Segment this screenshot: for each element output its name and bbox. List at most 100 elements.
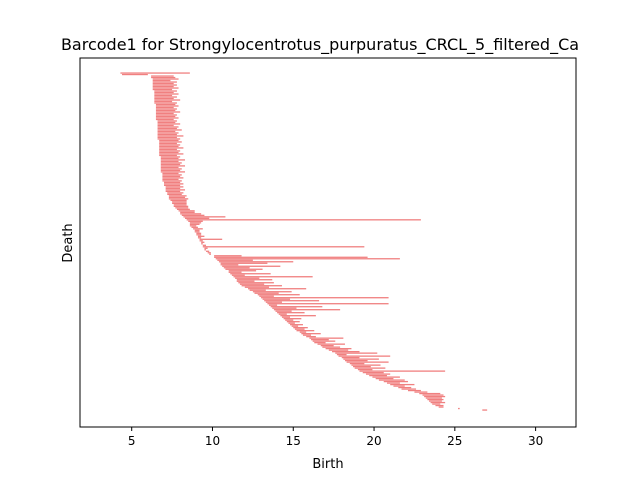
- barcode-bar: [201, 241, 205, 243]
- barcode-bar: [269, 304, 278, 306]
- barcode-bar: [157, 133, 177, 136]
- y-axis-label: Death: [61, 223, 76, 262]
- barcode-bar: [155, 106, 174, 109]
- barcode-bar: [482, 409, 488, 411]
- barcode-bar: [160, 157, 179, 160]
- barcode-bar: [301, 333, 321, 335]
- plot-area: [80, 58, 576, 427]
- barcode-bar: [170, 199, 187, 202]
- barcode-bar: [260, 297, 389, 299]
- barcode-bar: [254, 292, 279, 294]
- barcode-bar: [252, 291, 292, 293]
- barcode-bar: [196, 234, 202, 236]
- barcode-bar: [164, 184, 181, 187]
- barcode-bar: [180, 213, 202, 215]
- barcode-bar: [264, 300, 320, 302]
- barcode-bar: [306, 336, 316, 338]
- barcode-bar: [154, 102, 177, 104]
- barcode-bar: [160, 163, 181, 166]
- barcode-bar: [152, 85, 174, 88]
- barcode-bar: [159, 147, 184, 149]
- barcode-bar: [286, 321, 300, 323]
- barcode-bar: [277, 312, 305, 314]
- barcode-bar: [338, 355, 391, 357]
- barcode-bar: [357, 368, 373, 371]
- barcode-bar: [311, 339, 329, 341]
- barcode-bar: [194, 229, 200, 231]
- barcode-bar: [422, 394, 444, 396]
- barcode-bar: [152, 79, 171, 82]
- barcode-bar: [427, 398, 444, 401]
- barcode-bar: [154, 99, 181, 101]
- barcode-bar: [157, 121, 176, 124]
- barcode-bar: [204, 247, 208, 249]
- barcode-bar: [155, 105, 179, 107]
- barcode-bar: [157, 124, 174, 127]
- barcode-bar: [154, 97, 174, 100]
- barcode-bar: [189, 222, 202, 224]
- barcode-bar: [369, 374, 387, 377]
- barcode-bar: [168, 196, 186, 199]
- barcode-bar: [346, 361, 389, 363]
- barcode-bar: [236, 279, 273, 281]
- barcode-bar: [157, 136, 177, 139]
- barcode-bar: [154, 93, 179, 95]
- barcode-bar: [157, 123, 181, 125]
- barcode-bar: [432, 403, 441, 405]
- barcode-bar: [349, 362, 365, 365]
- barcode-bar: [155, 114, 177, 116]
- barcode-bar: [159, 151, 179, 154]
- barcode-bar: [175, 207, 189, 209]
- barcode-bar: [152, 82, 174, 85]
- barcode-bar: [152, 87, 179, 89]
- barcode-bar: [296, 330, 315, 332]
- barcode-bar: [154, 90, 177, 92]
- barcode-bar: [160, 166, 179, 169]
- barcode-bar: [160, 160, 179, 163]
- barcode-bar: [191, 226, 198, 228]
- barcode-bar: [223, 267, 250, 269]
- x-tick-label: 30: [528, 434, 543, 448]
- barcode-bar: [152, 78, 179, 80]
- barcode-bar: [155, 103, 176, 106]
- barcode-bar: [299, 331, 307, 333]
- barcode-bar: [154, 91, 174, 94]
- barcode-bar: [159, 141, 182, 143]
- barcode-bar: [341, 356, 360, 359]
- barcode-bar: [165, 189, 186, 191]
- barcode-bar: [222, 265, 281, 267]
- barcode-bar: [220, 264, 239, 266]
- barcode-bar: [154, 94, 173, 97]
- barcode-bar: [386, 382, 400, 384]
- barcode-bar: [353, 365, 371, 368]
- plot-frame: [79, 57, 577, 428]
- barcode-bar: [152, 84, 177, 86]
- barcode-bar: [152, 81, 177, 83]
- barcode-bar: [233, 276, 313, 278]
- barcode-bar: [185, 217, 210, 219]
- barcode-bar: [378, 379, 405, 381]
- barcode-bar: [312, 340, 336, 342]
- barcode-bar: [273, 309, 341, 311]
- barcode-bar: [159, 153, 184, 155]
- barcode-bar: [283, 318, 302, 320]
- barcode-bar: [214, 255, 242, 257]
- barcode-bar: [152, 88, 173, 91]
- barcode-bar: [220, 262, 268, 264]
- barcode-bar: [155, 115, 176, 118]
- barcode-bar: [155, 117, 179, 119]
- barcode-bar: [165, 190, 181, 193]
- barcode-bar: [336, 353, 347, 356]
- barcode-bar: [155, 109, 176, 112]
- barcode-bar: [159, 145, 179, 148]
- barcode-bar: [186, 219, 421, 221]
- barcode-bar: [309, 337, 344, 339]
- barcode-bar: [151, 76, 176, 79]
- barcode-bar: [164, 181, 181, 184]
- barcode-bar: [189, 223, 200, 225]
- barcode-bar: [231, 274, 245, 276]
- barcode-bar: [154, 100, 173, 103]
- barcode-bar: [362, 371, 384, 374]
- barcode-bar: [359, 370, 446, 372]
